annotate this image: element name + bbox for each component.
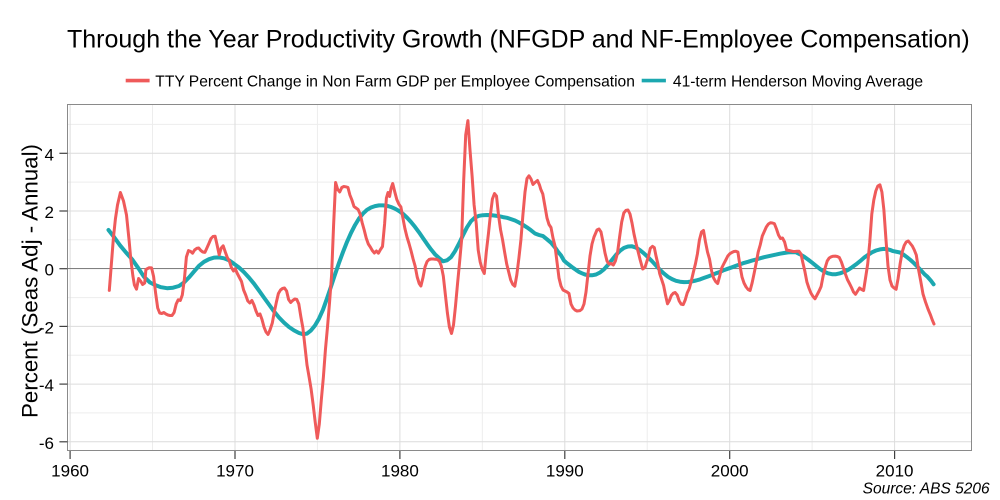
- svg-text:-6: -6: [39, 434, 54, 453]
- svg-text:TTY Percent Change in Non Farm: TTY Percent Change in Non Farm GDP per E…: [155, 74, 635, 91]
- svg-text:2: 2: [45, 203, 54, 222]
- svg-text:Through the Year Productivity: Through the Year Productivity Growth (NF…: [67, 26, 970, 54]
- svg-text:0: 0: [45, 261, 54, 280]
- svg-text:Source: ABS 5206: Source: ABS 5206: [863, 480, 990, 497]
- svg-text:1990: 1990: [546, 462, 584, 481]
- svg-text:41-term Henderson Moving Avera: 41-term Henderson Moving Average: [673, 74, 923, 91]
- svg-text:1970: 1970: [216, 462, 254, 481]
- svg-text:2010: 2010: [876, 462, 914, 481]
- svg-text:4: 4: [45, 145, 54, 164]
- svg-text:Percent (Seas Adj - Annual): Percent (Seas Adj - Annual): [18, 144, 43, 418]
- svg-text:2000: 2000: [711, 462, 749, 481]
- svg-text:1980: 1980: [381, 462, 419, 481]
- svg-text:-2: -2: [39, 318, 54, 337]
- svg-text:1960: 1960: [51, 462, 89, 481]
- svg-text:-4: -4: [39, 376, 54, 395]
